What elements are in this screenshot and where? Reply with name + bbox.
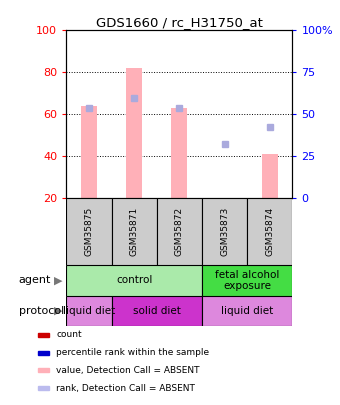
Bar <box>202 198 247 265</box>
Text: GSM35875: GSM35875 <box>84 207 94 256</box>
Text: control: control <box>116 275 152 286</box>
Bar <box>202 265 292 296</box>
Bar <box>262 154 278 198</box>
Bar <box>126 68 142 198</box>
Text: percentile rank within the sample: percentile rank within the sample <box>56 348 209 357</box>
Bar <box>38 386 49 390</box>
Text: value, Detection Call = ABSENT: value, Detection Call = ABSENT <box>56 366 200 375</box>
Text: liquid diet: liquid diet <box>63 306 115 316</box>
Text: fetal alcohol
exposure: fetal alcohol exposure <box>215 270 279 291</box>
Text: GSM35873: GSM35873 <box>220 207 229 256</box>
Bar <box>66 296 112 326</box>
Bar <box>112 296 202 326</box>
Text: GSM35872: GSM35872 <box>175 207 184 256</box>
Bar <box>112 198 157 265</box>
Text: count: count <box>56 330 82 339</box>
Text: liquid diet: liquid diet <box>221 306 273 316</box>
Title: GDS1660 / rc_H31750_at: GDS1660 / rc_H31750_at <box>96 16 263 29</box>
Text: GSM35871: GSM35871 <box>130 207 139 256</box>
Bar <box>247 198 292 265</box>
Bar <box>38 351 49 354</box>
Text: protocol: protocol <box>19 306 64 316</box>
Text: GSM35874: GSM35874 <box>265 207 274 256</box>
Bar <box>66 198 112 265</box>
Text: ▶: ▶ <box>54 306 63 316</box>
Text: solid diet: solid diet <box>133 306 181 316</box>
Bar <box>171 108 187 198</box>
Bar <box>38 333 49 337</box>
Text: rank, Detection Call = ABSENT: rank, Detection Call = ABSENT <box>56 384 195 392</box>
Text: agent: agent <box>19 275 51 286</box>
Bar <box>38 369 49 372</box>
Bar <box>157 198 202 265</box>
Bar <box>81 106 97 198</box>
Bar <box>202 296 292 326</box>
Bar <box>66 265 202 296</box>
Text: ▶: ▶ <box>54 275 63 286</box>
